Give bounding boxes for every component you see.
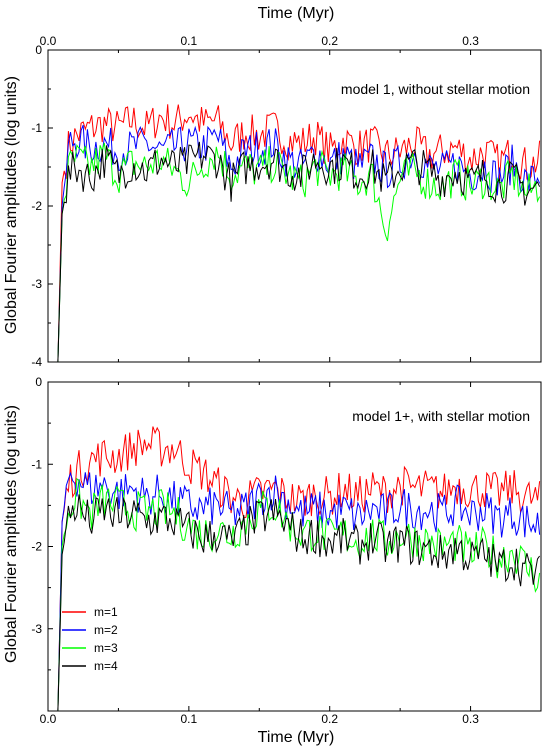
y-axis-title-upper: Global Fourier amplitudes (log units)	[3, 76, 20, 334]
upper-series-m3	[57, 142, 541, 362]
bottom-x-tick-label: 0.0	[40, 712, 57, 726]
legend: m=1 m=2 m=3 m=4	[62, 605, 118, 673]
upper-panel-annotation: model 1, without stellar motion	[341, 81, 530, 97]
lower-panel-annotation: model 1+, with stellar motion	[352, 408, 530, 424]
bottom-x-tick-label: 0.2	[321, 712, 338, 726]
lower-y-tick-label: -2	[31, 540, 42, 554]
upper-panel: 0 -1 -2 -3 -4 0.0 0.1 0.2 0.3	[31, 34, 542, 369]
lower-y-tick-label: -3	[31, 622, 42, 636]
upper-y-tick-label: -3	[31, 277, 42, 291]
legend-label-m4: m=4	[94, 659, 118, 673]
lower-series-m4	[57, 494, 541, 711]
top-x-axis-title: Time (Myr)	[258, 5, 335, 22]
top-x-tick-label: 0.2	[321, 34, 338, 48]
lower-series-m2	[57, 471, 541, 711]
lower-series-m1	[57, 426, 541, 711]
upper-y-tick-label: 0	[35, 43, 42, 57]
top-x-tick-label: 0.0	[40, 34, 57, 48]
legend-label-m1: m=1	[94, 605, 118, 619]
lower-y-tick-label: 0	[35, 375, 42, 389]
legend-label-m3: m=3	[94, 641, 118, 655]
upper-y-tick-label: -4	[31, 355, 42, 369]
bottom-x-tick-label: 0.1	[181, 712, 198, 726]
bottom-x-axis-title: Time (Myr)	[258, 729, 335, 746]
y-axis-title-lower: Global Fourier amplitudes (log units)	[3, 405, 20, 663]
upper-series-m4	[57, 141, 541, 362]
top-x-tick-label: 0.3	[462, 34, 479, 48]
lower-y-tick-label: -1	[31, 457, 42, 471]
top-x-tick-label: 0.1	[181, 34, 198, 48]
upper-y-tick-label: -1	[31, 121, 42, 135]
upper-y-tick-label: -2	[31, 199, 42, 213]
lower-panel: 0 -1 -2 -3 0.0 0.1 0.2 0.3	[31, 375, 542, 726]
legend-label-m2: m=2	[94, 623, 118, 637]
upper-series-m2	[57, 124, 541, 362]
lower-panel-frame	[47, 381, 542, 712]
bottom-x-tick-label: 0.3	[462, 712, 479, 726]
upper-series-m1	[57, 104, 541, 362]
